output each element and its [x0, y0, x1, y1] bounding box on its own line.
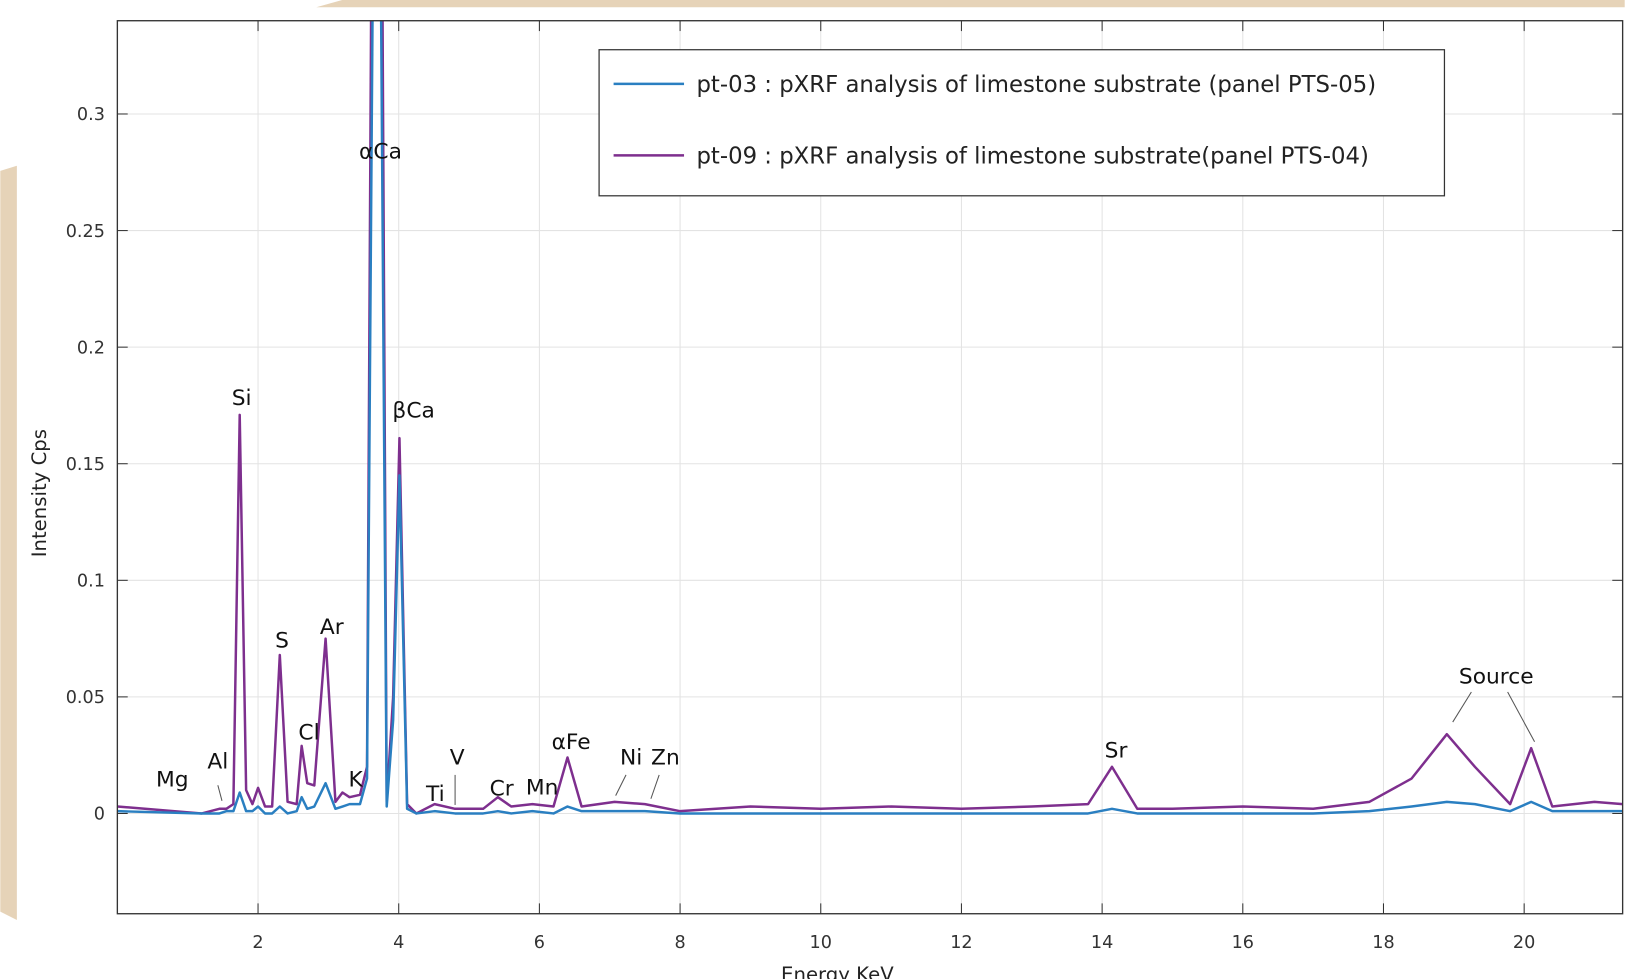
- peak-label: Sr: [1105, 738, 1128, 763]
- plot-lines: [117, 20, 1623, 815]
- legend-box: [598, 49, 1446, 197]
- peak-label: V: [450, 746, 465, 771]
- decor-bar: [316, 0, 1625, 8]
- peak-label: K: [349, 767, 364, 792]
- series-line: [117, 20, 1623, 815]
- peak-label: αCa: [359, 140, 402, 165]
- annotation-arrows: [217, 691, 1536, 805]
- peak-label: αFe: [552, 730, 591, 755]
- plot-frame: [116, 20, 1624, 915]
- y-tick-label: 0.05: [66, 688, 105, 708]
- y-tick-label: 0.25: [66, 222, 105, 242]
- peak-label: Al: [207, 750, 228, 775]
- x-tick-label: 6: [534, 933, 545, 953]
- decor-side: [0, 165, 17, 920]
- ticks: 0 0.05 0.1 0.15 0.2 0.25 0.3 2 4 6 8 10 12 14 16 18 20: [66, 20, 1623, 953]
- series-line: [117, 20, 1623, 815]
- y-axis-label: Intensity Cps: [28, 429, 51, 557]
- y-tick-label: 0.15: [66, 455, 105, 475]
- peak-label: Cr: [490, 777, 514, 802]
- x-tick-label: 12: [950, 933, 972, 953]
- peak-label: Mn: [526, 776, 559, 801]
- legend-label: pt-09 : pXRF analysis of limestone subst…: [696, 144, 1368, 170]
- legend: pt-03 : pXRF analysis of limestone subst…: [613, 72, 1376, 170]
- peak-label: Si: [232, 386, 252, 411]
- y-tick-label: 0.3: [77, 105, 105, 125]
- y-tick-label: 0: [94, 805, 105, 825]
- peak-label: βCa: [392, 398, 434, 423]
- x-tick-label: 18: [1372, 933, 1394, 953]
- x-tick-label: 2: [252, 933, 263, 953]
- x-axis-label: Energy KeV: [781, 963, 894, 979]
- y-tick-label: 0.2: [77, 338, 105, 358]
- x-tick-label: 20: [1513, 933, 1535, 953]
- x-tick-label: 10: [810, 933, 832, 953]
- peak-label: Mg: [156, 767, 189, 792]
- x-tick-label: 14: [1091, 933, 1113, 953]
- peak-label: Ni: [620, 746, 642, 771]
- y-tick-label: 0.1: [77, 572, 105, 592]
- peak-label: Source: [1459, 665, 1534, 690]
- peak-label: Ar: [320, 615, 344, 640]
- peak-label: Ti: [425, 782, 445, 807]
- peak-label: S: [275, 628, 289, 653]
- legend-label: pt-03 : pXRF analysis of limestone subst…: [696, 72, 1376, 98]
- x-tick-label: 16: [1232, 933, 1254, 953]
- peak-label: Zn: [651, 746, 680, 771]
- peak-label: Cl: [298, 721, 319, 746]
- x-tick-label: 8: [674, 933, 685, 953]
- x-tick-label: 4: [393, 933, 404, 953]
